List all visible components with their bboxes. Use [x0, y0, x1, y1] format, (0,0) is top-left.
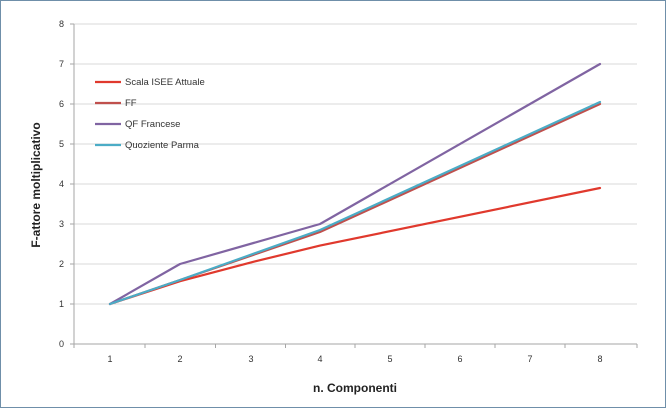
x-tick-label-6: 6	[457, 354, 462, 364]
x-tick-label-8: 8	[597, 354, 602, 364]
legend-entry-label: QF Francese	[125, 119, 180, 130]
series-lines	[108, 62, 602, 306]
y-axis-title: F-attore moltiplicativo	[29, 122, 43, 247]
legend-entry-label: Quoziente Parma	[125, 140, 200, 151]
y-axis-ticks: 0 1 2 3 4 5 6 7 8	[59, 19, 64, 349]
x-tick-label-3: 3	[248, 354, 253, 364]
y-tick-label-7: 7	[59, 59, 64, 69]
plot-area	[70, 23, 638, 348]
x-axis-title: n. Componenti	[313, 381, 397, 395]
y-tick-label-2: 2	[59, 259, 64, 269]
x-tick-label-7: 7	[527, 354, 532, 364]
x-tick-label-2: 2	[177, 354, 182, 364]
x-tick-label-4: 4	[317, 354, 322, 364]
y-tick-label-0: 0	[59, 339, 64, 349]
y-tick-label-5: 5	[59, 139, 64, 149]
y-tick-label-4: 4	[59, 179, 64, 189]
y-tick-label-6: 6	[59, 99, 64, 109]
x-tick-label-1: 1	[107, 354, 112, 364]
series-line-quoziente-parma	[108, 100, 602, 306]
y-tick-label-8: 8	[59, 19, 64, 29]
legend-entry-label: FF	[125, 98, 137, 109]
series-line-qf-francese	[108, 62, 602, 306]
series-line-scala-isee-attuale	[108, 186, 602, 306]
legend: Scala ISEE Attuale FF QF Francese Quoziente…	[95, 77, 205, 151]
y-tick-label-1: 1	[59, 299, 64, 309]
y-tick-label-3: 3	[59, 219, 64, 229]
x-tick-label-5: 5	[387, 354, 392, 364]
legend-entry-label: Scala ISEE Attuale	[125, 77, 205, 88]
gridlines	[74, 23, 637, 305]
x-axis-ticks: 1 2 3 4 5 6 7 8	[107, 354, 602, 364]
